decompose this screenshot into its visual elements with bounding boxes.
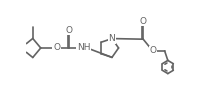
Text: NH: NH: [76, 44, 90, 52]
Text: N: N: [108, 34, 115, 43]
Text: O: O: [149, 46, 155, 55]
Text: O: O: [53, 44, 60, 52]
Text: O: O: [139, 17, 146, 26]
Text: O: O: [65, 26, 72, 35]
